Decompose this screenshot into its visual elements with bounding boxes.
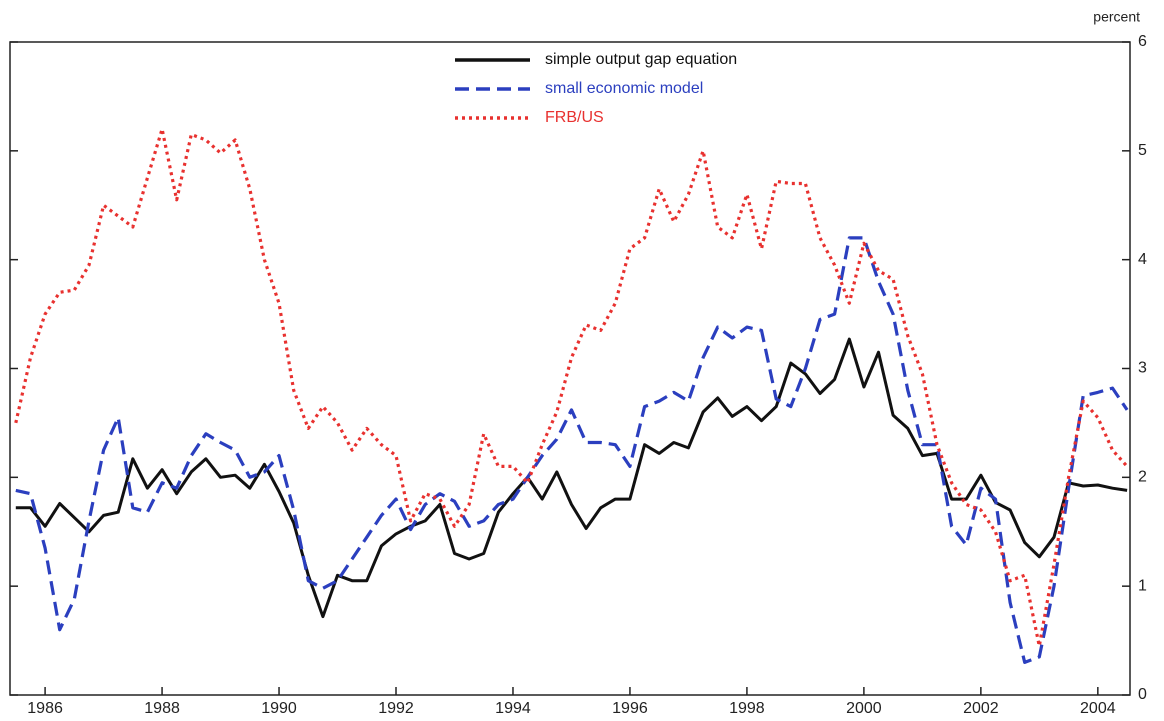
x-tick-label: 1986	[27, 700, 63, 717]
x-tick-label: 1992	[378, 700, 414, 717]
legend-label: FRB/US	[545, 109, 604, 126]
legend-label: small economic model	[545, 80, 703, 97]
x-tick-label: 1990	[261, 700, 297, 717]
y-tick-label: 5	[1138, 142, 1147, 159]
y-tick-label: 1	[1138, 577, 1147, 594]
y-tick-label: 6	[1138, 33, 1147, 50]
x-tick-label: 1996	[612, 700, 648, 717]
y-tick-label: 0	[1138, 686, 1147, 703]
y-tick-label: 4	[1138, 251, 1147, 268]
x-tick-label: 1994	[495, 700, 531, 717]
y-axis-label: percent	[1093, 9, 1140, 25]
series-line	[15, 337, 1128, 619]
x-tick-label: 2004	[1080, 700, 1116, 717]
legend-label: simple output gap equation	[545, 51, 737, 68]
x-tick-label: 2000	[846, 700, 882, 717]
x-tick-label: 1988	[144, 700, 180, 717]
y-tick-label: 2	[1138, 469, 1147, 486]
series-line	[14, 127, 1129, 648]
series-line	[15, 236, 1129, 664]
x-tick-label: 1998	[729, 700, 765, 717]
x-tick-label: 2002	[963, 700, 999, 717]
y-tick-label: 3	[1138, 360, 1147, 377]
